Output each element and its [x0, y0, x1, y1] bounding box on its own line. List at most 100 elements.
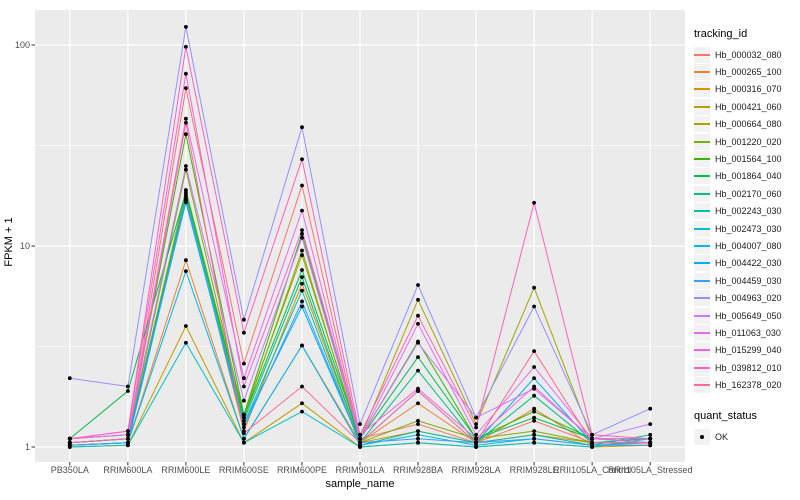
- legend-item-Hb_001864_040: Hb_001864_040: [694, 168, 800, 185]
- data-point: [300, 401, 304, 406]
- data-point: [184, 164, 188, 168]
- data-point: [416, 368, 420, 373]
- legend-item-Hb_004963_020: Hb_004963_020: [694, 289, 800, 307]
- series-color-line: [694, 105, 710, 108]
- data-point: [126, 429, 130, 433]
- y-tick-label: 100: [14, 40, 30, 50]
- data-point: [416, 321, 420, 326]
- data-point: [300, 228, 304, 233]
- data-point: [416, 432, 420, 437]
- data-point: [300, 248, 304, 253]
- line-swatch-icon: [694, 342, 710, 359]
- legend-item-Hb_011063_030: Hb_011063_030: [694, 324, 800, 341]
- x-tick-label: RRII105LA_Stressed: [607, 465, 693, 475]
- data-point: [300, 231, 304, 236]
- data-point: [358, 440, 362, 445]
- data-point: [242, 412, 246, 417]
- series-color-line: [694, 349, 710, 352]
- data-point: [300, 299, 304, 304]
- line-swatch-icon: [694, 185, 710, 202]
- data-point: [474, 425, 478, 430]
- data-point: [300, 125, 304, 130]
- data-point: [416, 283, 420, 287]
- legend-item-Hb_039812_010: Hb_039812_010: [694, 359, 800, 376]
- line-swatch-icon: [694, 324, 710, 341]
- data-point: [532, 440, 536, 445]
- series-color-line: [694, 244, 710, 247]
- data-point: [300, 183, 304, 188]
- data-point: [648, 406, 653, 411]
- data-point: [474, 422, 478, 426]
- data-point: [532, 409, 536, 414]
- legend-item-label: Hb_001564_100: [715, 154, 782, 165]
- x-tick-label: RRIM600LA: [103, 465, 153, 475]
- data-point: [300, 157, 304, 162]
- line-swatch-icon: [694, 116, 710, 133]
- data-point: [67, 443, 72, 448]
- data-point: [242, 398, 246, 403]
- data-point: [184, 25, 188, 29]
- data-point: [184, 197, 188, 202]
- legend-item-label: Hb_001220_020: [715, 136, 782, 147]
- data-point: [416, 340, 420, 345]
- data-point: [184, 340, 188, 345]
- data-point: [648, 422, 653, 426]
- series-color-line: [694, 227, 710, 230]
- line-swatch-icon: [694, 377, 710, 394]
- data-point: [532, 384, 536, 389]
- data-point: [532, 406, 536, 411]
- data-point: [126, 389, 130, 393]
- series-color-line: [694, 297, 710, 300]
- data-point: [648, 436, 653, 441]
- legend-item-Hb_004422_030: Hb_004422_030: [694, 255, 800, 272]
- line-swatch-icon: [694, 81, 710, 98]
- line-swatch-icon: [694, 307, 710, 324]
- line-swatch-icon: [694, 220, 710, 237]
- legend-item-quant-ok: OK: [694, 428, 800, 445]
- x-tick-label: RRIM600LE: [161, 465, 211, 475]
- y-tick-label: 1: [24, 442, 30, 452]
- x-tick-label: RRIM600PE: [276, 465, 327, 475]
- legend-item-label: OK: [715, 431, 729, 442]
- data-point: [416, 429, 420, 433]
- legend-item-Hb_004459_030: Hb_004459_030: [694, 272, 800, 289]
- data-point: [532, 436, 536, 441]
- line-swatch-icon: [694, 168, 710, 185]
- series-color-line: [694, 53, 710, 56]
- legend-item-Hb_002243_030: Hb_002243_030: [694, 203, 800, 220]
- legend-item-label: Hb_000664_080: [715, 119, 782, 130]
- legend-item-label: Hb_039812_010: [715, 362, 782, 373]
- data-point: [242, 415, 246, 420]
- data-point: [590, 440, 594, 445]
- legend-quant-title: quant_status: [694, 409, 757, 422]
- line-swatch-icon: [694, 290, 710, 307]
- data-point: [590, 432, 594, 437]
- data-point: [126, 440, 130, 445]
- legend-item-label: Hb_162378_020: [715, 380, 782, 391]
- data-point: [416, 422, 420, 426]
- line-swatch-icon: [694, 64, 710, 81]
- legend-item-Hb_002473_030: Hb_002473_030: [694, 220, 800, 237]
- legend-item-label: Hb_002243_030: [715, 206, 782, 217]
- data-point: [184, 44, 188, 49]
- line-swatch-icon: [694, 98, 710, 115]
- data-point: [532, 429, 536, 433]
- data-point: [532, 376, 536, 381]
- data-point: [532, 432, 536, 437]
- data-point: [648, 443, 653, 448]
- series-color-line: [694, 123, 710, 126]
- data-point: [416, 436, 420, 441]
- legend-item-label: Hb_002473_030: [715, 223, 782, 234]
- data-point: [67, 376, 72, 381]
- legend-item-Hb_001564_100: Hb_001564_100: [694, 150, 800, 168]
- data-point: [300, 253, 304, 258]
- series-color-line: [694, 384, 710, 387]
- data-point: [416, 297, 420, 302]
- line-swatch-icon: [694, 359, 710, 376]
- data-point: [184, 258, 188, 263]
- line-swatch-icon: [694, 133, 710, 150]
- legend-item-label: Hb_002170_060: [715, 188, 782, 199]
- data-point: [416, 355, 420, 359]
- data-point: [358, 422, 362, 426]
